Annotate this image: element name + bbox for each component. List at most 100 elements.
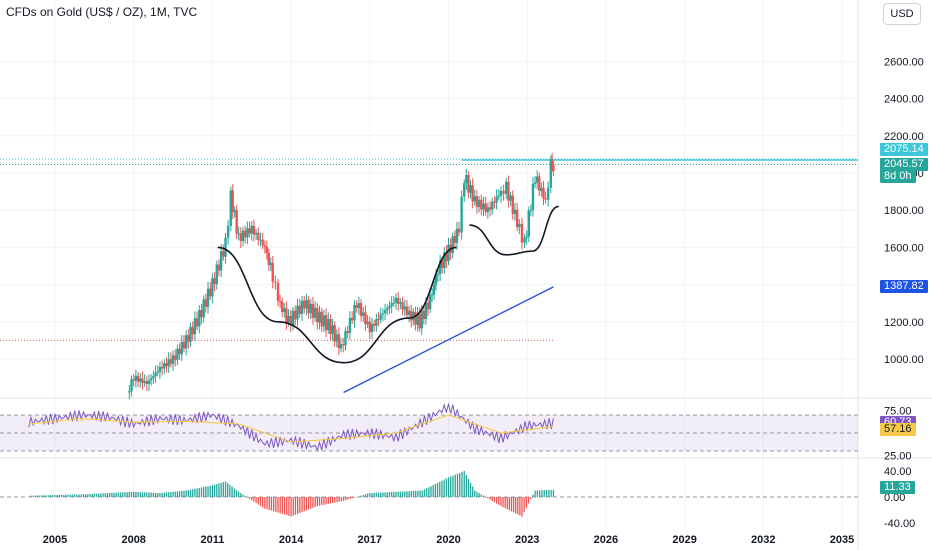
macd-tick-label: 0.00 <box>884 492 905 504</box>
candle-body <box>368 321 371 333</box>
candle-body <box>211 278 214 297</box>
candle-body <box>160 366 164 369</box>
candle-body <box>445 252 448 262</box>
candle-body <box>261 239 264 246</box>
candle-body <box>322 315 326 327</box>
candle-body <box>316 307 319 323</box>
candle-body <box>233 210 236 213</box>
candle-body <box>189 326 192 342</box>
candle-body <box>191 326 194 335</box>
candle-body <box>267 252 271 266</box>
candle-body <box>477 199 481 207</box>
candle-body <box>469 185 472 193</box>
candle-body <box>237 233 240 235</box>
candle-body <box>460 196 463 233</box>
candle-body <box>283 308 286 313</box>
candle-body <box>139 378 142 382</box>
candle-body <box>486 207 490 212</box>
candle-body <box>320 311 323 327</box>
candle-body <box>509 195 512 201</box>
candle-body <box>276 282 280 301</box>
candle-body <box>418 314 421 329</box>
candle-body <box>344 331 347 346</box>
chart-title: CFDs on Gold (US$ / OZ), 1M, TVC <box>6 5 198 19</box>
candle-body <box>550 159 554 166</box>
badge-trend-price: 1387.82 <box>880 279 928 293</box>
candle-body <box>428 295 432 310</box>
cup-left-arc <box>217 246 457 364</box>
rsi-ma-line <box>28 414 554 443</box>
candle-body <box>184 335 188 349</box>
candle-body <box>285 308 288 323</box>
candle-body <box>491 201 494 210</box>
candle-body <box>229 190 232 226</box>
trend-line <box>343 286 554 394</box>
candle-body <box>215 264 218 285</box>
candle-body <box>145 381 149 384</box>
candle-body <box>531 183 535 210</box>
rsi-tick-label: 25.00 <box>884 451 912 463</box>
candle-body <box>493 201 496 203</box>
candle-body <box>457 228 461 233</box>
candle-body <box>515 209 519 228</box>
x-tick-label: 2032 <box>751 534 775 546</box>
candle-body <box>473 196 476 202</box>
candle-body <box>357 303 361 308</box>
candle-body <box>200 309 203 318</box>
candle-body <box>246 228 249 238</box>
candle-body <box>141 378 144 383</box>
candle-body <box>213 278 216 285</box>
candle-body <box>254 232 258 235</box>
candle-body <box>294 310 297 320</box>
candle-body <box>169 359 173 364</box>
candle-body <box>182 341 186 349</box>
candle-body <box>134 375 138 381</box>
candle-body <box>303 300 306 309</box>
x-tick-label: 2029 <box>672 534 696 546</box>
currency-button[interactable]: USD <box>883 3 921 25</box>
candle-body <box>265 246 269 253</box>
candle-body <box>348 318 352 333</box>
candle-body <box>217 264 221 271</box>
candle-body <box>370 323 374 333</box>
candle-body <box>269 262 272 266</box>
candle-body <box>248 228 251 234</box>
candle-body <box>416 314 419 325</box>
macd-tick-label: 40.00 <box>884 466 912 478</box>
candle-body <box>206 288 210 307</box>
candle-body <box>252 225 256 235</box>
candle-body <box>158 366 162 372</box>
candle-body <box>535 176 539 183</box>
candle-body <box>165 363 168 367</box>
candle-body <box>305 299 308 309</box>
candle-body <box>447 244 450 262</box>
candle-body <box>156 371 159 373</box>
candle-body <box>204 299 208 307</box>
candle-body <box>424 302 428 320</box>
candle-body <box>529 209 533 211</box>
candle-body <box>287 315 290 323</box>
candle-body <box>471 185 474 202</box>
candle-body <box>289 315 292 325</box>
candle-body <box>379 314 382 320</box>
candle-body <box>377 318 380 320</box>
candle-body <box>128 391 131 393</box>
candle-body <box>226 225 230 238</box>
candle-body <box>455 228 459 244</box>
x-tick-label: 2005 <box>43 534 67 546</box>
candle-body <box>465 175 468 184</box>
candle-body <box>167 359 170 367</box>
candle-body <box>327 319 330 331</box>
candle-body <box>296 305 299 320</box>
candle-body <box>366 321 369 325</box>
candle-body <box>235 210 238 234</box>
candle-body <box>143 381 146 383</box>
candle-body <box>488 207 492 210</box>
candle-body <box>257 232 260 240</box>
candle-body <box>505 181 508 194</box>
candle-body <box>392 302 396 304</box>
candle-body <box>298 305 301 314</box>
candle-body <box>513 209 517 215</box>
candle-body <box>475 196 479 207</box>
candle-body <box>397 297 400 304</box>
